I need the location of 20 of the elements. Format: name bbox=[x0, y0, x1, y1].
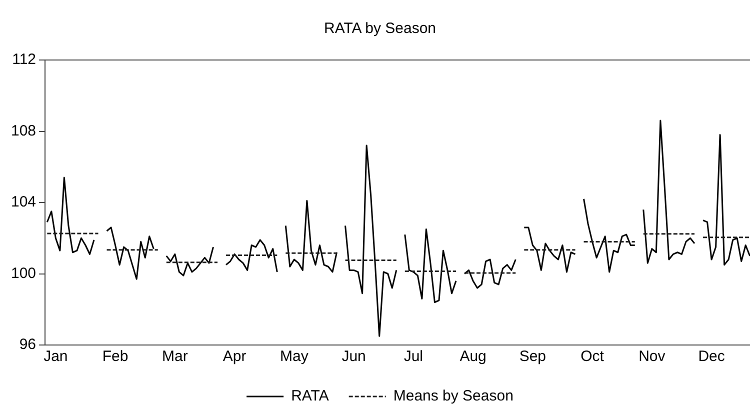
y-tick-label: 112 bbox=[12, 51, 36, 68]
y-tick-label: 100 bbox=[10, 264, 36, 282]
x-tick-label: Mar bbox=[162, 348, 188, 366]
chart-title: RATA by Season bbox=[324, 20, 436, 38]
x-tick-label: Nov bbox=[638, 348, 666, 366]
x-tick-label: Jun bbox=[342, 348, 366, 366]
x-tick-label: Apr bbox=[222, 348, 246, 366]
x-tick-label: Jan bbox=[44, 348, 68, 366]
x-tick-label: Feb bbox=[102, 348, 128, 366]
x-tick-label: Sep bbox=[519, 348, 546, 366]
x-tick-label: Oct bbox=[580, 348, 605, 366]
x-tick-label: Aug bbox=[460, 348, 486, 366]
y-tick-label: 96 bbox=[19, 336, 36, 354]
x-tick-label: Jul bbox=[404, 348, 424, 366]
y-tick-label: 108 bbox=[10, 122, 36, 140]
legend-label: Means by Season bbox=[393, 388, 514, 405]
x-tick-label: May bbox=[280, 348, 309, 366]
y-tick-label: 104 bbox=[10, 194, 36, 211]
legend-label: RATA bbox=[291, 388, 329, 405]
x-tick-label: Dec bbox=[698, 348, 726, 366]
